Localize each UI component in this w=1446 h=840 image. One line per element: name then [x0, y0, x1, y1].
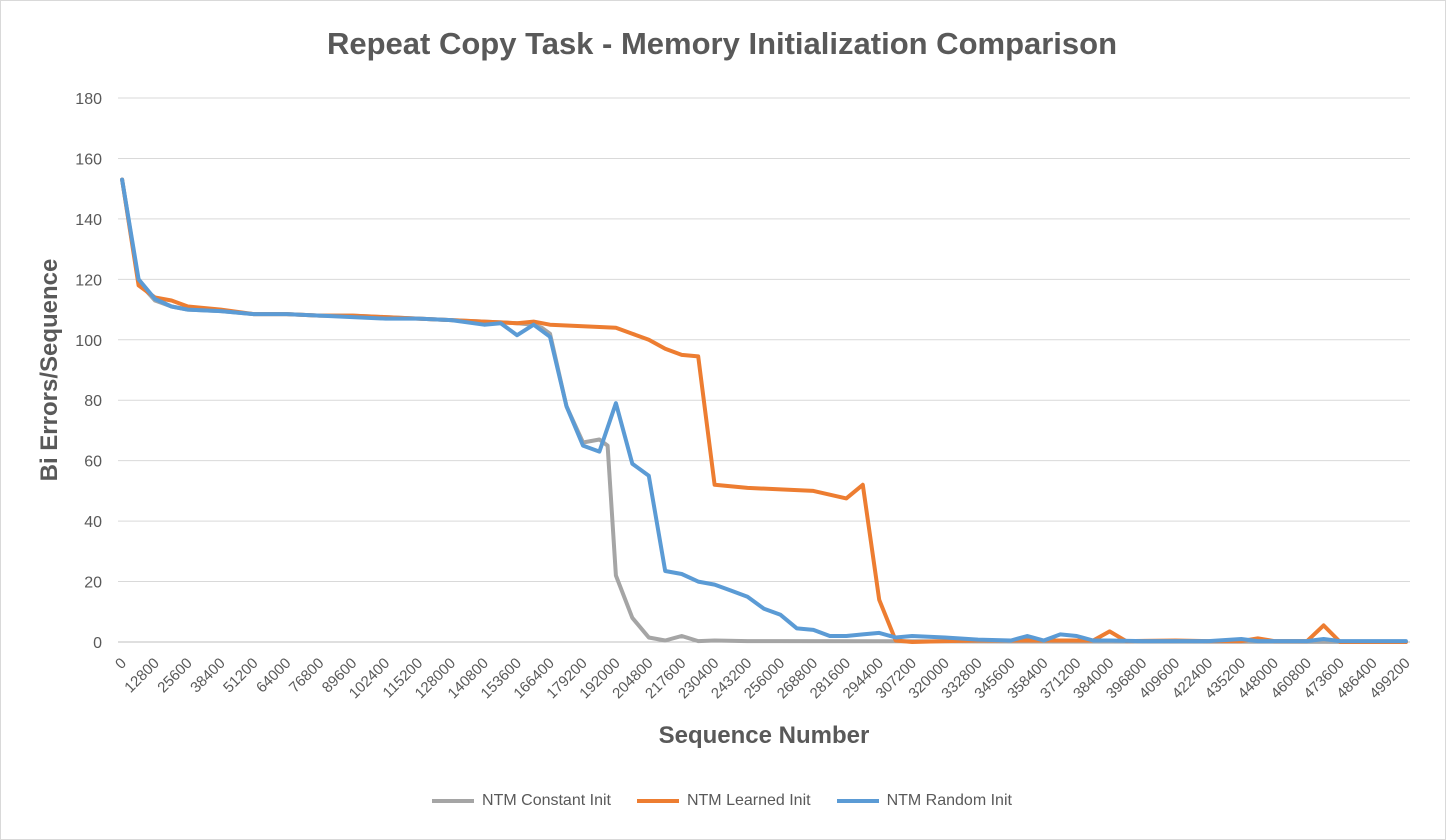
x-tick-label-3: 38400	[187, 655, 229, 697]
x-tick-label-1: 12800	[121, 655, 163, 697]
y-tick-label-180: 180	[75, 91, 102, 108]
legend-item-random: NTM Random Init	[836, 792, 1012, 810]
legend-label-random: NTM Random Init	[886, 792, 1012, 809]
chart-title: Repeat Copy Task - Memory Initialization…	[326, 26, 1118, 61]
y-tick-label-40: 40	[84, 514, 102, 531]
y-tick-label-120: 120	[75, 272, 102, 289]
legend-swatch-learned	[636, 799, 679, 803]
x-tick-label-2: 25600	[154, 655, 196, 697]
y-tick-label-60: 60	[84, 454, 102, 471]
y-tick-label-80: 80	[84, 393, 102, 410]
y-tick-label-160: 160	[75, 151, 102, 168]
legend-swatch-random	[836, 799, 879, 803]
x-tick-label-0: 0	[112, 655, 130, 673]
series-line-constant	[120, 177, 1408, 644]
y-tick-label-140: 140	[75, 212, 102, 229]
y-tick-label-20: 20	[84, 575, 102, 592]
legend-label-learned: NTM Learned Init	[686, 792, 811, 809]
x-tick-label-5: 64000	[253, 655, 295, 697]
series-line-random	[120, 177, 1408, 644]
legend: NTM Constant Init NTM Learned Init NTM R…	[0, 792, 1444, 810]
legend-swatch-constant	[432, 799, 475, 803]
series-line-learned	[120, 177, 1408, 644]
y-tick-label-0: 0	[93, 635, 102, 652]
y-tick-label-100: 100	[75, 333, 102, 350]
x-axis-title: Sequence Number	[658, 722, 870, 749]
legend-item-learned: NTM Learned Init	[636, 792, 811, 810]
x-tick-label-6: 76800	[286, 655, 328, 697]
legend-label-constant: NTM Constant Init	[482, 792, 611, 809]
legend-item-constant: NTM Constant Init	[432, 792, 611, 810]
x-tick-label-4: 51200	[220, 655, 262, 697]
